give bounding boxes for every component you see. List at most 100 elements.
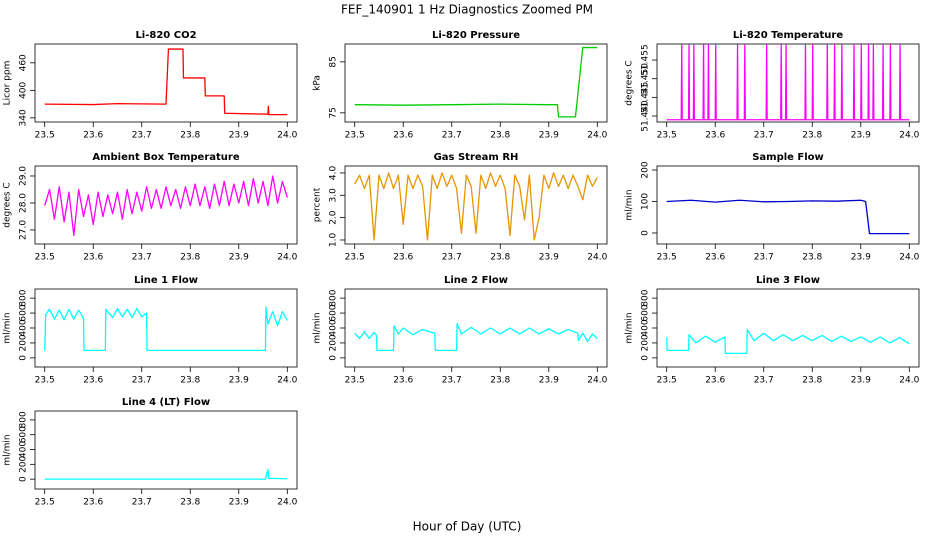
x-tick-label: 23.6	[705, 131, 725, 141]
y-tick-label: 400	[19, 441, 29, 458]
y-tick-label: 200	[19, 455, 29, 472]
x-tick-label: 23.5	[35, 253, 55, 263]
x-tick-label: 24.0	[277, 376, 297, 386]
x-tick-label: 23.6	[83, 253, 103, 263]
panel: Line 2 Flow ml/min 23.5 23.6 23.7 23.8 23.9 24.…	[313, 275, 608, 386]
x-tick-label: 24.0	[899, 253, 919, 263]
y-tick-label: 400	[19, 81, 29, 98]
x-tick-label: 23.9	[229, 376, 249, 386]
panel: Line 4 (LT) Flow ml/min 23.5 23.6 23.7 23.8 23…	[3, 397, 298, 508]
y-tick-label: 800	[329, 289, 339, 306]
x-tick-label: 23.5	[35, 131, 55, 141]
x-tick-label: 24.0	[277, 253, 297, 263]
data-line	[666, 199, 910, 235]
x-tick-label: 23.8	[180, 376, 200, 386]
x-tick-label: 23.6	[83, 131, 103, 141]
plot-frame	[656, 43, 920, 123]
y-tick-label: 600	[641, 304, 651, 321]
y-tick-label: 800	[19, 411, 29, 428]
x-tick-label: 23.6	[393, 131, 413, 141]
y-tick-label: 0	[19, 476, 29, 482]
x-tick-label: 24.0	[587, 131, 607, 141]
x-tick-label: 23.8	[180, 498, 200, 508]
plot-area	[354, 322, 598, 352]
panel: Sample Flow ml/min 23.5 23.6 23.7 23.8 23.9 24.…	[625, 152, 920, 263]
y-tick-label: 85	[329, 56, 339, 67]
x-tick-label: 23.9	[229, 131, 249, 141]
x-tick-label: 23.9	[539, 131, 559, 141]
plot-area	[666, 199, 910, 235]
data-line	[354, 172, 598, 241]
y-tick-label: 0	[329, 355, 339, 361]
x-tick-label: 23.5	[345, 131, 365, 141]
x-tick-label: 23.9	[851, 131, 871, 141]
y-axis-label: ml/min	[625, 312, 635, 343]
y-tick-label: 4.0	[329, 166, 339, 181]
y-tick-label: 200	[19, 334, 29, 351]
x-tick-label: 23.8	[490, 376, 510, 386]
x-tick-label: 23.6	[393, 376, 413, 386]
plot-frame	[344, 165, 608, 245]
plot-frame	[344, 288, 608, 368]
x-axis-label: Hour of Day (UTC)	[413, 520, 522, 534]
x-tick-label: 23.7	[442, 131, 462, 141]
x-tick-label: 23.5	[657, 253, 677, 263]
panel-title: Line 2 Flow	[444, 275, 508, 286]
y-axis-label: ml/min	[3, 312, 13, 343]
y-tick-label: 600	[19, 304, 29, 321]
plot-frame	[34, 410, 298, 490]
x-tick-label: 23.7	[754, 376, 774, 386]
y-tick-label: 75	[329, 107, 339, 118]
x-tick-label: 23.8	[180, 131, 200, 141]
plot-frame	[656, 165, 920, 245]
figure-title: FEF_140901 1 Hz Diagnostics Zoomed PM	[341, 3, 593, 17]
panel: Li-820 Temperature degrees C 23.5 23.6 23.7 2…	[625, 30, 920, 141]
panel-title: Li-820 Pressure	[432, 30, 520, 41]
x-tick-label: 24.0	[899, 131, 919, 141]
x-tick-label: 23.5	[345, 253, 365, 263]
y-tick-label: 51.445	[641, 82, 651, 114]
panel: Line 3 Flow ml/min 23.5 23.6 23.7 23.8 23.9 24.…	[625, 275, 920, 386]
x-tick-label: 23.7	[754, 131, 774, 141]
plot-frame	[34, 288, 298, 368]
plot-frame	[656, 288, 920, 368]
x-tick-label: 23.9	[851, 253, 871, 263]
data-line	[666, 44, 910, 121]
y-tick-label: 800	[641, 289, 651, 306]
x-tick-label: 23.7	[132, 376, 152, 386]
x-tick-label: 23.7	[132, 253, 152, 263]
panel-title: Li-820 Temperature	[733, 30, 843, 41]
panel-title: Line 3 Flow	[756, 275, 820, 286]
x-tick-label: 23.8	[490, 253, 510, 263]
plot-area	[44, 48, 288, 116]
y-tick-label: 2.0	[329, 210, 339, 225]
data-line	[44, 468, 288, 480]
x-tick-label: 23.9	[229, 498, 249, 508]
panel-title: Line 1 Flow	[134, 275, 198, 286]
y-tick-label: 51.455	[641, 44, 651, 76]
panel: Li-820 Pressure kPa 23.5 23.6 23.7 23.8 23.9 24…	[313, 30, 608, 141]
x-tick-label: 24.0	[277, 131, 297, 141]
y-tick-label: 460	[19, 54, 29, 71]
x-tick-label: 23.6	[705, 253, 725, 263]
x-tick-label: 23.9	[229, 253, 249, 263]
plot-area	[44, 175, 288, 237]
panel-title: Sample Flow	[752, 152, 824, 163]
y-tick-label: 400	[641, 319, 651, 336]
x-tick-label: 23.7	[442, 253, 462, 263]
data-line	[44, 175, 288, 237]
y-tick-label: 200	[329, 334, 339, 351]
x-tick-label: 23.9	[851, 376, 871, 386]
x-tick-label: 23.7	[132, 131, 152, 141]
y-axis-label: ml/min	[3, 434, 13, 465]
x-tick-label: 23.8	[802, 131, 822, 141]
panel: Ambient Box Temperature degrees C 23.5 23.6…	[3, 152, 298, 263]
x-tick-label: 23.5	[35, 498, 55, 508]
panel: Li-820 CO2 Licor ppm 23.5 23.6 23.7 23.8 23.9 2…	[3, 30, 298, 141]
y-tick-label: 0	[19, 355, 29, 361]
plot-frame	[344, 43, 608, 123]
x-tick-label: 23.5	[657, 131, 677, 141]
plot-area	[44, 468, 288, 480]
plot-area	[666, 328, 910, 355]
